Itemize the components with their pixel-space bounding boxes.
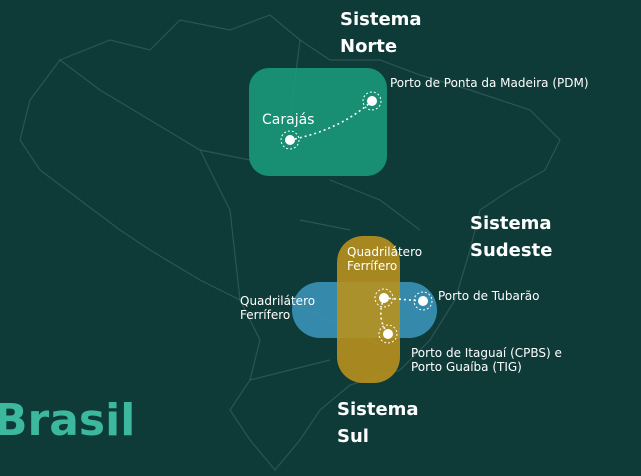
map-title: Brasil: [0, 395, 136, 446]
system-title: Sistema Sudeste: [470, 213, 553, 261]
location-dot: [378, 324, 398, 344]
routes: [289, 100, 424, 335]
location-dot: [362, 91, 382, 111]
place-label: Carajás: [262, 112, 315, 128]
place-label: Quadrilátero Ferrífero: [347, 245, 423, 273]
place-label: Porto de Ponta da Madeira (PDM): [390, 76, 589, 90]
sistema-sul-area: [337, 236, 400, 383]
place-label: Porto de Itaguaí (CPBS) e Porto Guaíba (…: [411, 346, 562, 374]
system-title: Sistema Norte: [340, 9, 422, 57]
place-label: Porto de Tubarão: [438, 289, 540, 303]
location-dot: [413, 291, 433, 311]
sistema-norte-area: [249, 68, 387, 176]
locations: [280, 91, 433, 344]
location-dot: [374, 288, 394, 308]
location-dot: [280, 130, 300, 150]
place-label: Quadrilátero Ferrífero: [240, 294, 316, 322]
system-title: Sistema Sul: [337, 399, 419, 447]
